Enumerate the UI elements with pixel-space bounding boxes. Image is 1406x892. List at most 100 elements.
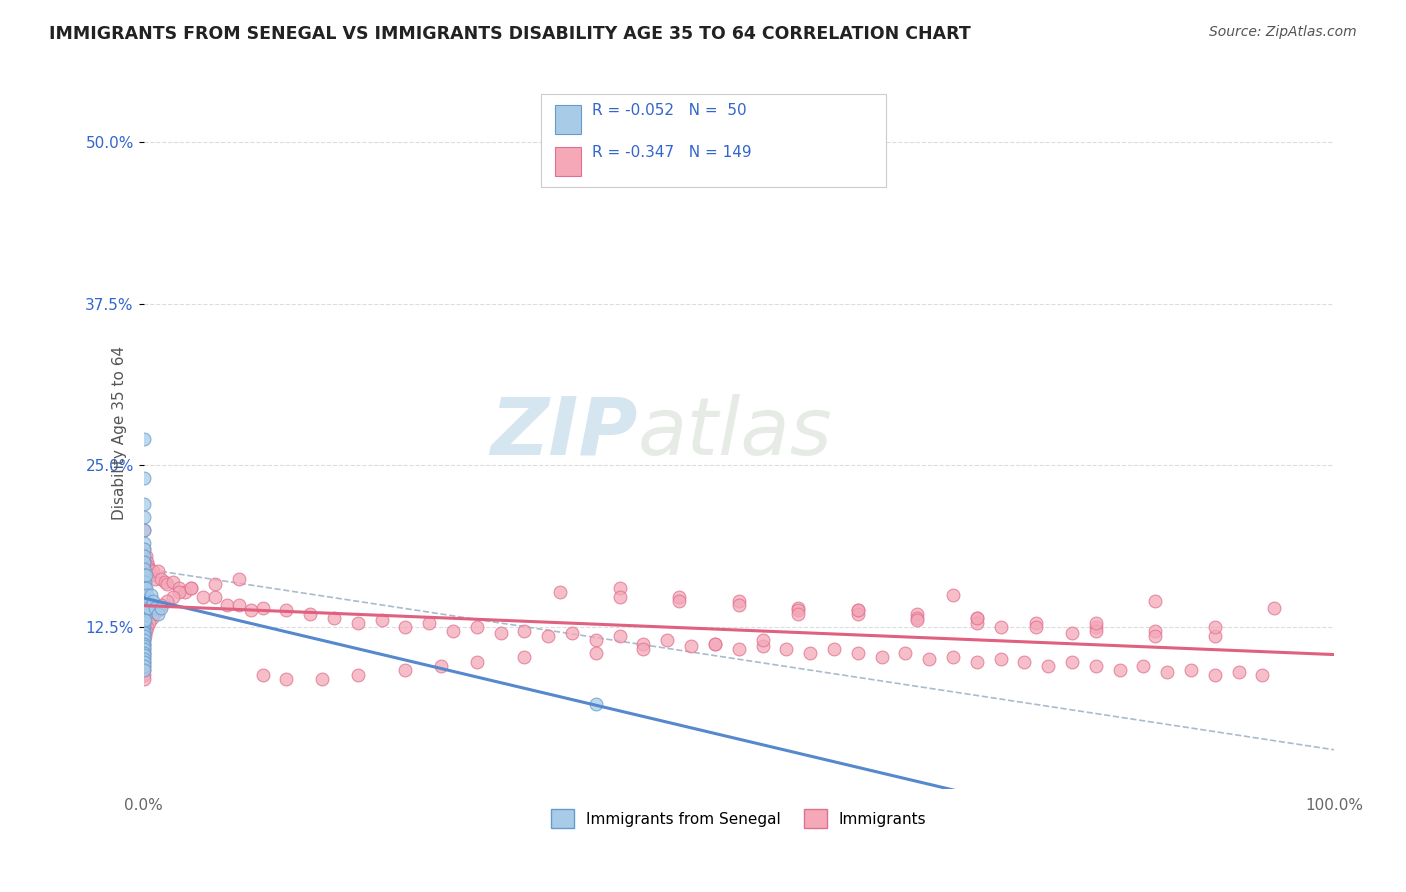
Point — [323, 611, 346, 625]
Point — [136, 594, 159, 608]
Point — [846, 646, 869, 660]
Point — [138, 615, 160, 630]
Point — [132, 433, 155, 447]
Point — [346, 615, 368, 630]
Point — [894, 646, 917, 660]
Point — [141, 611, 163, 625]
Point — [299, 607, 322, 621]
Point — [132, 562, 155, 576]
Point — [134, 562, 156, 576]
Point — [1060, 626, 1083, 640]
Point — [132, 590, 155, 604]
Point — [132, 640, 155, 654]
Point — [609, 590, 631, 604]
Point — [1084, 624, 1107, 638]
Point — [145, 600, 167, 615]
Point — [905, 611, 928, 625]
Point — [966, 615, 988, 630]
Point — [823, 641, 845, 656]
Point — [942, 649, 965, 664]
Point — [132, 649, 155, 664]
Point — [1144, 624, 1167, 638]
Point — [132, 523, 155, 537]
Point — [136, 620, 159, 634]
Point — [132, 648, 155, 663]
Point — [703, 637, 725, 651]
Point — [1144, 629, 1167, 643]
Point — [180, 581, 202, 595]
Point — [142, 594, 165, 608]
Point — [132, 471, 155, 485]
Point — [204, 577, 226, 591]
Point — [132, 620, 155, 634]
Point — [846, 603, 869, 617]
Point — [191, 590, 214, 604]
Y-axis label: Disability Age 35 to 64: Disability Age 35 to 64 — [112, 346, 127, 520]
Point — [132, 641, 155, 656]
Point — [727, 641, 749, 656]
Point — [132, 655, 155, 669]
Point — [132, 600, 155, 615]
Point — [142, 564, 165, 578]
Point — [668, 590, 690, 604]
Text: Source: ZipAtlas.com: Source: ZipAtlas.com — [1209, 25, 1357, 39]
Point — [167, 585, 190, 599]
Point — [990, 652, 1012, 666]
Point — [228, 572, 250, 586]
Point — [561, 626, 583, 640]
Point — [905, 614, 928, 628]
Point — [1132, 658, 1154, 673]
Point — [132, 614, 155, 628]
Point — [966, 611, 988, 625]
Point — [1038, 658, 1060, 673]
Point — [966, 611, 988, 625]
Point — [657, 632, 679, 647]
Point — [132, 641, 155, 656]
Point — [1025, 615, 1047, 630]
Point — [143, 607, 166, 621]
Text: R = -0.052   N =  50: R = -0.052 N = 50 — [592, 103, 747, 118]
Point — [966, 655, 988, 669]
Point — [132, 581, 155, 595]
Point — [132, 555, 155, 569]
Point — [132, 632, 155, 647]
Point — [136, 600, 159, 615]
Point — [1025, 620, 1047, 634]
Point — [132, 574, 155, 589]
Point — [1060, 655, 1083, 669]
Point — [1204, 667, 1226, 681]
Point — [513, 624, 536, 638]
Point — [1014, 655, 1036, 669]
Point — [252, 667, 274, 681]
Point — [156, 594, 179, 608]
Point — [138, 562, 160, 576]
Point — [132, 594, 155, 608]
Point — [132, 637, 155, 651]
Point — [548, 585, 571, 599]
Point — [135, 581, 157, 595]
Point — [132, 667, 155, 681]
Text: R = -0.347   N = 149: R = -0.347 N = 149 — [592, 145, 752, 160]
Point — [1251, 667, 1274, 681]
Point — [204, 590, 226, 604]
Point — [787, 600, 810, 615]
Point — [135, 559, 157, 574]
Point — [132, 615, 155, 630]
Point — [132, 663, 155, 677]
Point — [135, 549, 157, 563]
Point — [905, 607, 928, 621]
Point — [134, 600, 156, 615]
Point — [1144, 594, 1167, 608]
Point — [430, 658, 453, 673]
Point — [162, 574, 184, 589]
Point — [132, 607, 155, 621]
Point — [1084, 615, 1107, 630]
Point — [215, 598, 238, 612]
Point — [751, 640, 773, 654]
Point — [727, 598, 749, 612]
Point — [1204, 629, 1226, 643]
Point — [150, 572, 173, 586]
Point — [132, 562, 155, 576]
Point — [787, 607, 810, 621]
Point — [174, 585, 197, 599]
